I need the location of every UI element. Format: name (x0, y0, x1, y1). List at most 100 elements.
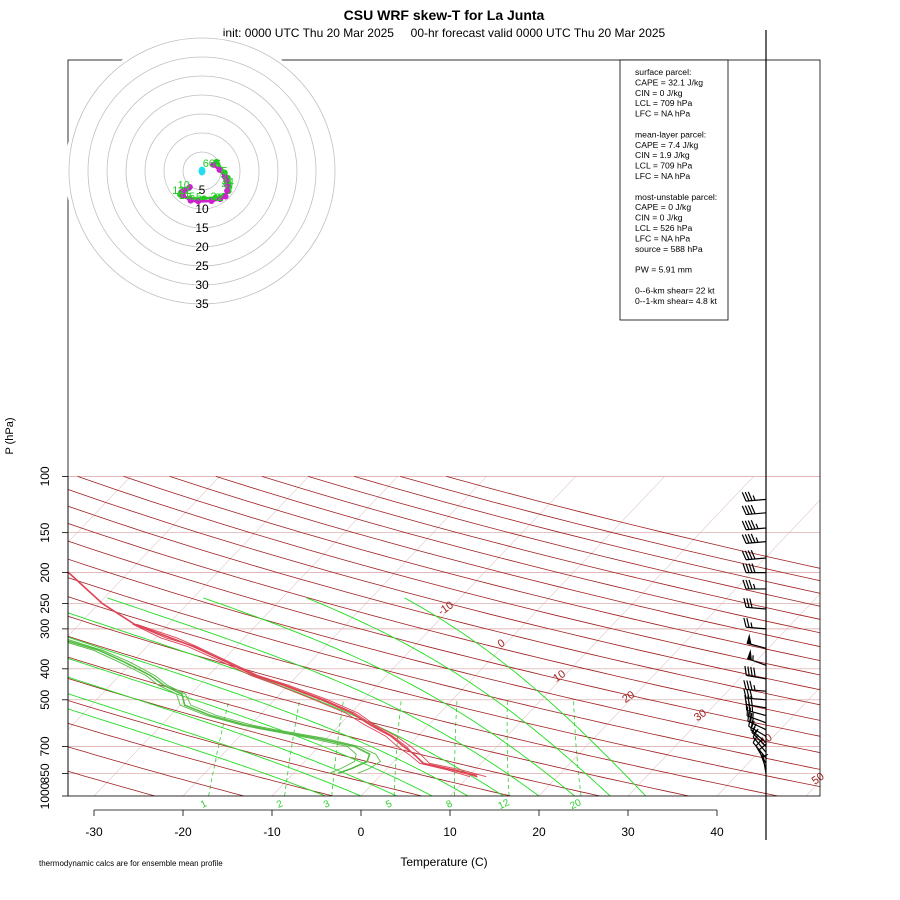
wind-barb-flag (744, 534, 750, 544)
hodograph-point (208, 198, 215, 205)
moist-adiabat-line (68, 676, 397, 796)
dry-adiabat-line (68, 678, 512, 796)
stats-line: CIN = 0 J/kg (635, 88, 683, 98)
y-tick-label: 500 (38, 689, 52, 709)
dewpoint-profiles (68, 638, 382, 775)
wind-barb-flag (750, 519, 756, 530)
wind-barb-flag (747, 711, 750, 722)
hodograph-height-label: 5 (221, 166, 227, 178)
dry-adiabat-label: 30 (692, 707, 709, 724)
hodograph-height-label: 3 (215, 192, 221, 204)
wind-barb (746, 512, 767, 516)
wind-barb-flag (747, 505, 753, 515)
dry-adiabat-label: 20 (620, 689, 637, 706)
moist-adiabat-line (68, 636, 469, 796)
wind-barb-flag (749, 712, 753, 723)
hodograph-height-label: 2 (210, 191, 216, 203)
moist-adiabats (68, 597, 647, 796)
temperature-member-line (136, 623, 487, 778)
stats-line: 0--6-km shear= 22 kt (635, 285, 715, 295)
mixing-ratio-line (331, 699, 344, 796)
hodograph-height-label: 121 (172, 185, 190, 197)
wind-barb-flag (752, 583, 756, 590)
mixing-ratio-labels: 1 2 3 5 8 12 20 (199, 797, 583, 812)
isotherm-line (538, 499, 820, 796)
mixing-ratio-line (454, 699, 458, 796)
wind-barb-flag (752, 734, 759, 743)
mixing-ratio-line (573, 699, 582, 796)
mixing-ratio-label: 8 (445, 798, 455, 811)
moist-adiabat-line (68, 708, 326, 796)
x-tick-label: -30 (85, 825, 103, 839)
wind-barb-flag (747, 491, 753, 501)
wind-barb-flag (746, 688, 750, 699)
wind-barb-flag (748, 701, 751, 712)
y-tick-label: 250 (38, 593, 52, 613)
wind-barb-flag (747, 550, 753, 560)
dry-adiabat-line (68, 577, 820, 770)
wind-barb-flag (744, 550, 750, 560)
y-tick-label: 200 (38, 562, 52, 582)
wind-barb-flag (746, 680, 750, 690)
hodograph-ring-label: 15 (195, 221, 209, 235)
hodograph-ring-label: 35 (195, 297, 209, 311)
wind-barb-flag (744, 665, 747, 676)
x-tick-label: -20 (174, 825, 192, 839)
wind-barb-flag (749, 598, 753, 608)
dewpoint-line (68, 640, 371, 775)
isotherm-line (271, 476, 576, 796)
y-tick-label: 400 (38, 658, 52, 678)
stats-line: PW = 5.91 mm (635, 265, 692, 275)
dry-adiabat-line (68, 770, 156, 796)
moist-adiabat-line (107, 597, 540, 796)
dewpoint-member-line (68, 638, 382, 774)
wind-barb-flag (749, 689, 753, 699)
stats-box (619, 59, 729, 321)
wind-barb-flag (743, 597, 747, 608)
wind-barb (746, 642, 767, 649)
wind-barb-flag (745, 579, 750, 590)
wind-barb-flag (747, 666, 750, 676)
dry-adiabat-line (68, 615, 779, 796)
hodograph-height-label: 44 (222, 176, 234, 188)
stats-line: CAPE = 7.4 J/kg (635, 140, 699, 150)
x-tick-label: 20 (532, 825, 546, 839)
dry-adiabat-line (68, 540, 820, 737)
hodograph-ring (106, 75, 298, 267)
wind-barb (746, 674, 767, 680)
hodograph-ring-label: 25 (195, 259, 209, 273)
wind-barb-flag (747, 520, 753, 530)
hodograph-point (222, 193, 229, 200)
wind-barb-flag (741, 534, 747, 544)
dry-adiabat-label: 50 (810, 770, 827, 787)
storm-motion-marker (198, 166, 206, 176)
dry-adiabat-line (0, 476, 66, 796)
y-tick-label: 300 (38, 619, 52, 639)
wind-barb-flag (753, 667, 756, 678)
temperature-member-line (132, 623, 471, 778)
hodograph-point (217, 196, 224, 203)
wind-barb (746, 626, 767, 630)
wind-barb-flag (758, 743, 767, 751)
hodograph-height-label: 666 (203, 158, 221, 170)
wind-barb-flag (753, 729, 757, 735)
stats-line: LCL = 526 hPa (635, 223, 692, 233)
stats-line: LFC = NA hPa (635, 109, 690, 119)
y-axis-label: P (hPa) (4, 417, 16, 454)
hodograph-ring (163, 132, 241, 210)
x-tick-label: 0 (358, 825, 365, 839)
isotherm-line (68, 476, 131, 543)
isotherm-line (895, 476, 900, 796)
isotherm-line (93, 476, 398, 796)
wind-barb-flag (749, 680, 753, 691)
wind-barb-flag (751, 723, 757, 733)
hodograph-point (186, 183, 193, 190)
wind-barb-pennant (747, 649, 752, 661)
hodograph-point (221, 173, 228, 180)
temperature-line (68, 570, 478, 778)
moist-adiabat-line (68, 693, 362, 796)
wind-barb-flag (741, 520, 747, 530)
stats-line: source = 588 hPa (635, 244, 703, 254)
dry-adiabats (0, 476, 820, 796)
